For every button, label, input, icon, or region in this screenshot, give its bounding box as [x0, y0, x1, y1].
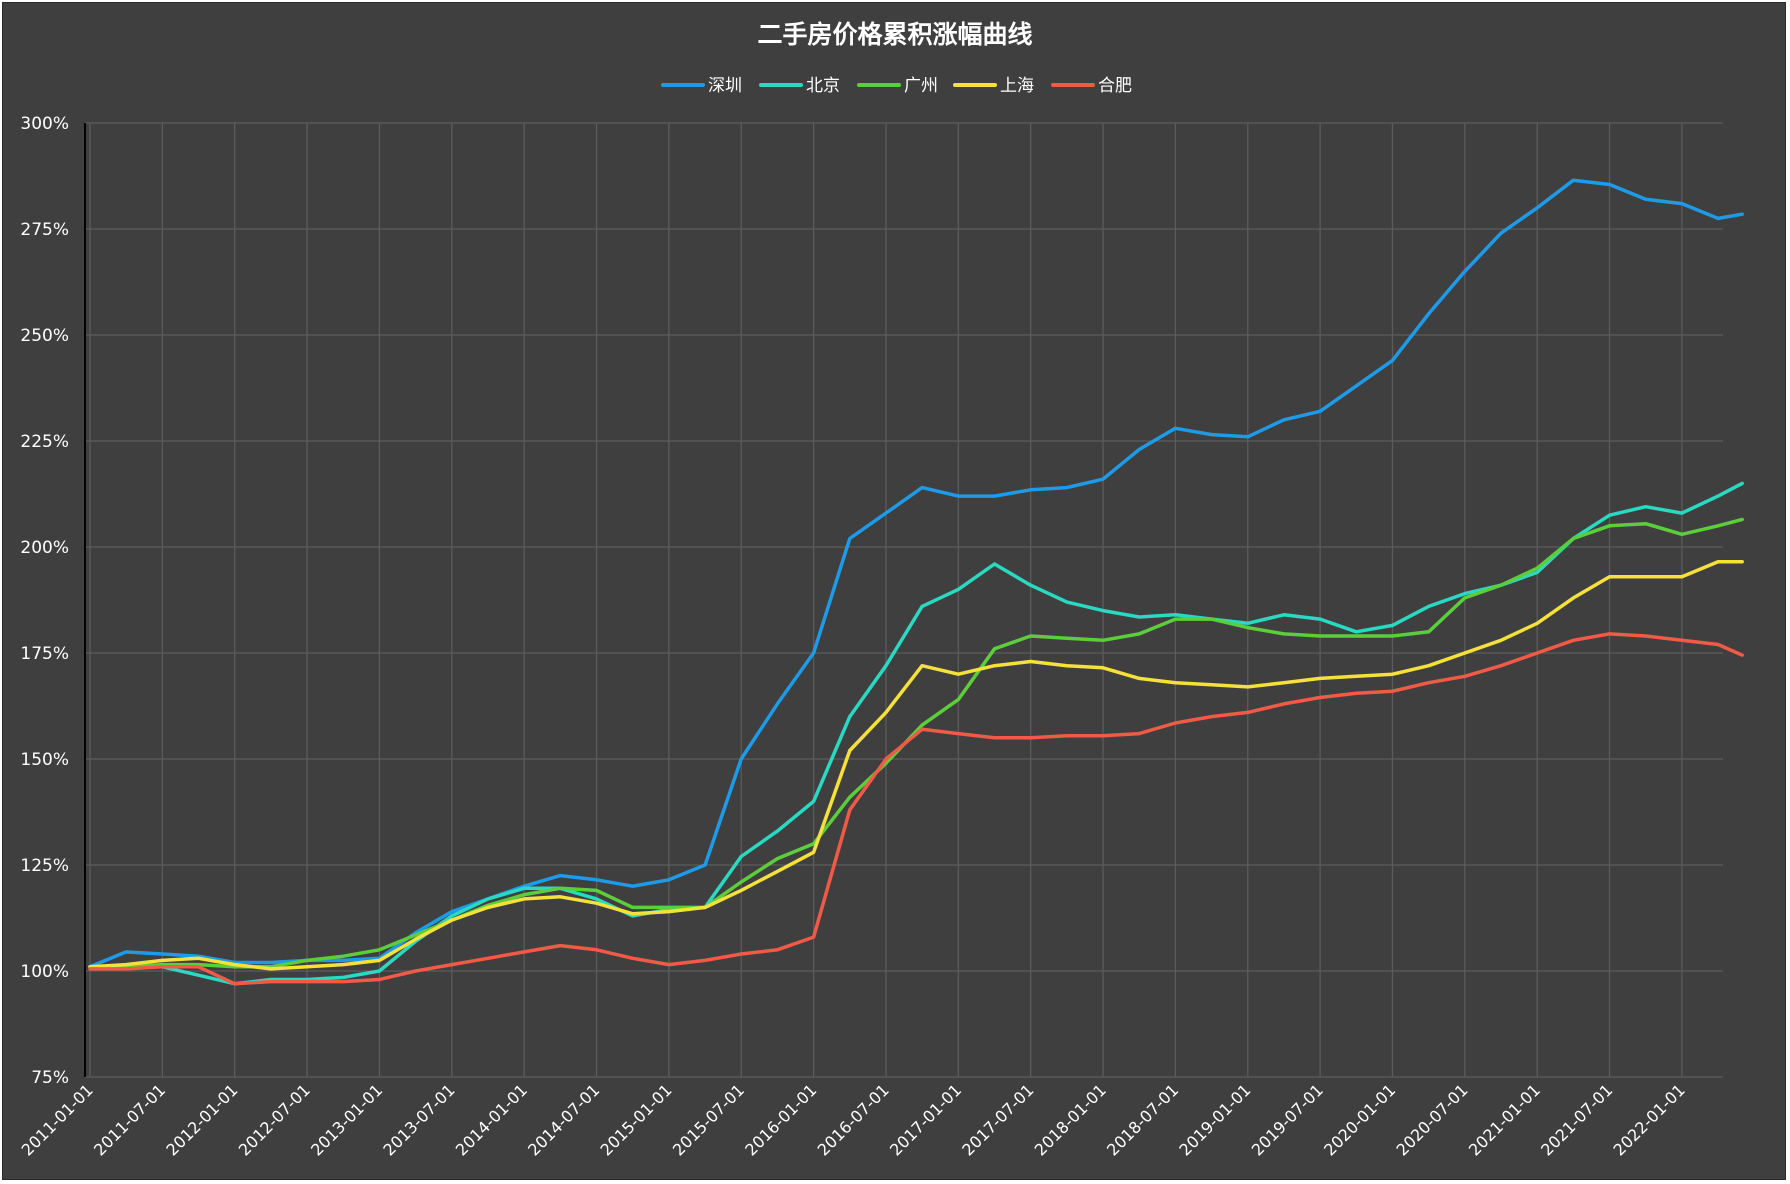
- series-line-2: [88, 517, 1744, 969]
- x-tick-label: 2021-07-01: [1537, 1080, 1616, 1159]
- x-tick-label: 2017-07-01: [958, 1080, 1037, 1159]
- x-tick-label: 2019-01-01: [1175, 1080, 1254, 1159]
- x-tick-label: 2012-01-01: [162, 1080, 241, 1159]
- chart-svg: 二手房价格累积涨幅曲线 深圳 北京 广州 上海 合肥 75% 100% 125% 150% 17…: [18, 20, 1744, 1160]
- y-tick-label: 275%: [20, 220, 69, 240]
- y-tick-label: 175%: [20, 644, 69, 664]
- y-tick-label: 125%: [20, 856, 69, 876]
- x-tick-label: 2020-01-01: [1320, 1080, 1399, 1159]
- x-tick-label: 2012-07-01: [235, 1080, 314, 1159]
- y-tick-labels: 75% 100% 125% 150% 175% 200% 225% 250% 275% 300%: [20, 114, 69, 1088]
- y-tick-label: 200%: [20, 538, 69, 558]
- x-tick-labels: 2011-01-012011-07-012012-01-012012-07-01…: [18, 1080, 1689, 1159]
- series-layer: [88, 178, 1744, 986]
- x-tick-label: 2016-01-01: [741, 1080, 820, 1159]
- x-tick-label: 2017-01-01: [886, 1080, 965, 1159]
- x-tick-label: 2016-07-01: [814, 1080, 893, 1159]
- x-tick-label: 2019-07-01: [1248, 1080, 1327, 1159]
- y-tick-label: 300%: [20, 114, 69, 134]
- y-tick-label: 250%: [20, 326, 69, 346]
- series-line-4: [88, 632, 1744, 986]
- y-tick-label: 150%: [20, 750, 69, 770]
- x-tick-label: 2014-07-01: [524, 1080, 603, 1159]
- y-tick-label: 75%: [31, 1068, 69, 1088]
- legend-item-4[interactable]: 合肥: [1098, 76, 1132, 96]
- x-tick-label: 2011-01-01: [18, 1080, 97, 1159]
- x-tick-label: 2020-07-01: [1392, 1080, 1471, 1159]
- x-tick-label: 2011-07-01: [90, 1080, 169, 1159]
- legend-item-1[interactable]: 北京: [806, 76, 840, 96]
- legend: 深圳 北京 广州 上海 合肥: [661, 76, 1132, 96]
- grid-layer: [85, 122, 1723, 1078]
- series-line-3: [88, 560, 1744, 971]
- y-tick-label: 100%: [20, 962, 69, 982]
- x-tick-label: 2021-01-01: [1465, 1080, 1544, 1159]
- series-line-0: [88, 178, 1744, 969]
- x-tick-label: 2022-01-01: [1610, 1080, 1689, 1159]
- x-tick-label: 2015-01-01: [597, 1080, 676, 1159]
- x-tick-label: 2018-07-01: [1103, 1080, 1182, 1159]
- chart-title: 二手房价格累积涨幅曲线: [757, 20, 1032, 49]
- x-tick-label: 2013-01-01: [307, 1080, 386, 1159]
- x-tick-label: 2018-01-01: [1031, 1080, 1110, 1159]
- x-tick-label: 2015-07-01: [669, 1080, 748, 1159]
- legend-item-3[interactable]: 上海: [1000, 76, 1034, 96]
- x-tick-label: 2013-07-01: [379, 1080, 458, 1159]
- series-line-1: [88, 481, 1744, 986]
- y-tick-label: 225%: [20, 432, 69, 452]
- legend-item-2[interactable]: 广州: [904, 76, 938, 96]
- x-tick-label: 2014-01-01: [452, 1080, 531, 1159]
- legend-item-0[interactable]: 深圳: [708, 76, 742, 96]
